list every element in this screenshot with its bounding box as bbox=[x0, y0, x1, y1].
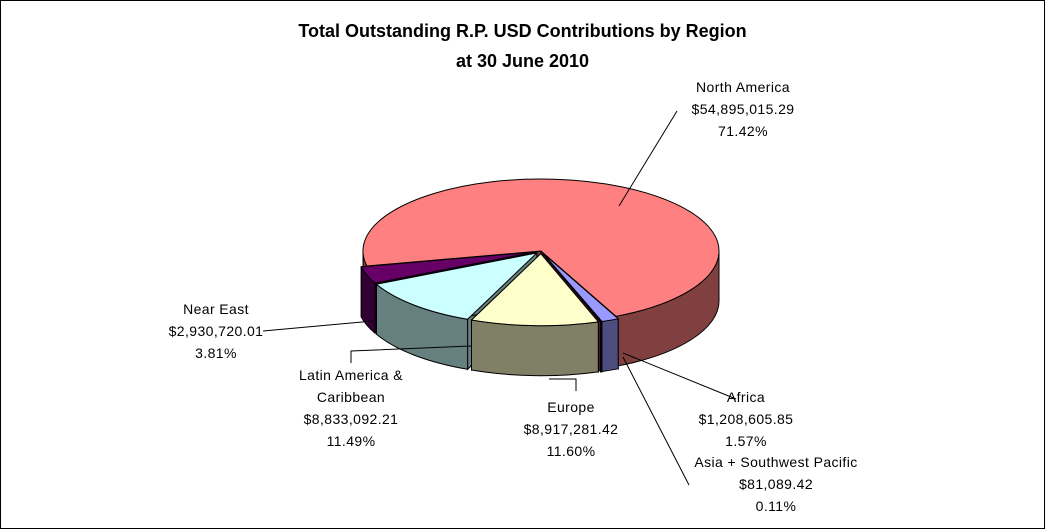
data-label: Near East $2,930,720.01 3.81% bbox=[141, 298, 291, 364]
label-name: North America bbox=[696, 79, 790, 95]
label-value: $1,208,605.85 bbox=[698, 411, 794, 427]
pie-slice bbox=[542, 253, 603, 323]
label-value: $8,917,281.42 bbox=[523, 421, 619, 437]
data-label: Asia + Southwest Pacific $81,089.42 0.11% bbox=[691, 451, 861, 517]
pie-slice bbox=[362, 178, 720, 317]
label-value: $8,833,092.21 bbox=[303, 411, 399, 427]
pie-slice bbox=[375, 252, 539, 320]
leader-line bbox=[262, 320, 374, 332]
pie-slice bbox=[360, 251, 536, 284]
data-label: Africa $1,208,605.85 1.57% bbox=[686, 386, 806, 452]
label-name: Latin America & Caribbean bbox=[298, 367, 404, 405]
label-percent: 11.49% bbox=[326, 433, 376, 449]
label-value: $81,089.42 bbox=[738, 476, 814, 492]
label-percent: 1.57% bbox=[725, 433, 767, 449]
data-label: Latin America & Caribbean $8,833,092.21 11… bbox=[281, 364, 421, 452]
label-name: Asia + Southwest Pacific bbox=[694, 454, 858, 470]
label-value: $54,895,015.29 bbox=[691, 101, 795, 117]
label-value: $2,930,720.01 bbox=[168, 323, 264, 339]
slice-side bbox=[599, 320, 603, 373]
chart-title: Total Outstanding R.P. USD Contributions… bbox=[298, 21, 747, 41]
label-percent: 11.60% bbox=[546, 443, 596, 459]
label-percent: 0.11% bbox=[755, 498, 797, 514]
label-name: Europe bbox=[547, 399, 595, 415]
data-label: North America $54,895,015.29 71.42% bbox=[673, 76, 813, 142]
label-percent: 71.42% bbox=[718, 123, 768, 139]
label-percent: 3.81% bbox=[195, 345, 237, 361]
chart-subtitle: at 30 June 2010 bbox=[455, 51, 590, 71]
slice-side bbox=[601, 318, 619, 373]
data-label: Europe $8,917,281.42 11.60% bbox=[516, 396, 626, 462]
label-name: Near East bbox=[183, 301, 249, 317]
label-name: Africa bbox=[726, 389, 766, 405]
leader-line bbox=[549, 378, 577, 391]
leader-line bbox=[622, 356, 690, 486]
leader-line bbox=[618, 110, 678, 207]
leader-line bbox=[622, 352, 737, 400]
slice-side bbox=[471, 319, 599, 377]
leader-line bbox=[350, 345, 472, 363]
pie-slice bbox=[470, 252, 600, 327]
